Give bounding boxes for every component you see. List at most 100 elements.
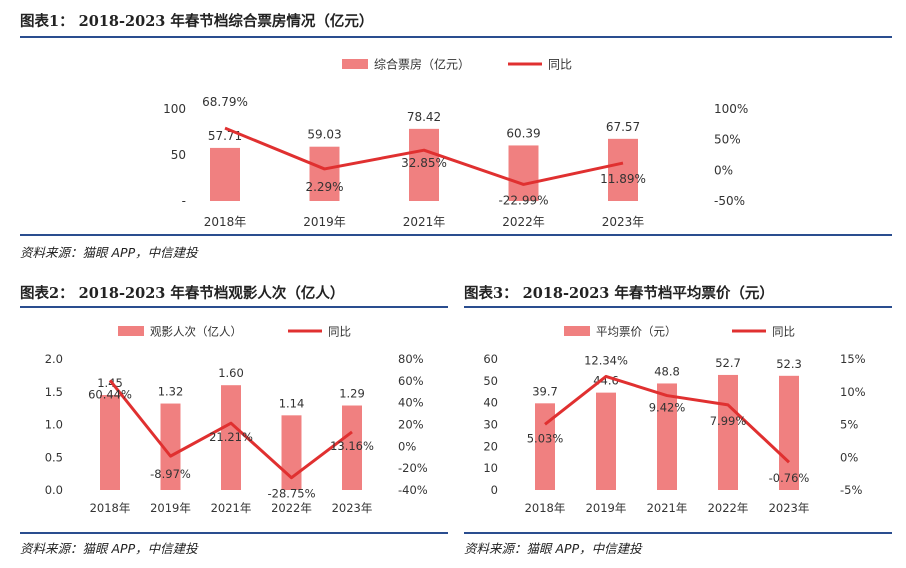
chart-2-bar: [342, 405, 362, 490]
chart-1-yoy-value-label: 68.79%: [202, 95, 248, 109]
chart-1-x-tick-label: 2021年: [403, 215, 446, 229]
chart-1-bar: [608, 138, 638, 201]
chart-3-yoy-line: [544, 374, 791, 464]
chart-3-bar: [657, 383, 677, 490]
chart-2-y2-tick-label: -20%: [398, 461, 428, 475]
chart-3-x-tick-label: 2023年: [769, 501, 810, 515]
chart-3-yoy-value-label: 5.03%: [527, 431, 564, 445]
chart-2-x-tick-label: 2023年: [332, 501, 373, 515]
chart-2-y2-tick-label: -40%: [398, 483, 428, 497]
chart-2-yoy-value-label: 21.21%: [209, 430, 253, 444]
chart-2-yoy-value-label: 60.44%: [88, 387, 132, 401]
chart-3-yoy-value-label: 12.34%: [584, 353, 628, 367]
chart-1-x-tick-label: 2022年: [502, 215, 545, 229]
chart-1-y2-tick-label: 100%: [714, 102, 748, 116]
chart-3-legend-line-label: 同比: [772, 325, 795, 339]
chart-1-legend-bar-label: 综合票房（亿元）: [374, 57, 470, 72]
chart-3-yoy-value-label: 9.42%: [649, 401, 686, 415]
chart-1-y2-tick-label: 50%: [714, 133, 741, 147]
chart-1-top-rule: [20, 36, 892, 38]
chart-3-bottom-rule: [464, 532, 892, 534]
chart-2-bottom-rule: [20, 532, 448, 534]
chart-1-bar-value-label: 78.42: [407, 110, 441, 124]
chart-1-figure: 综合票房（亿元） 同比 100 50 - 100% 50% 0% -50% 57.71 59.03 7…: [163, 57, 748, 230]
chart-3-y-tick-label: 50: [483, 374, 498, 388]
chart-1-bar-value-label: 67.57: [606, 120, 640, 134]
chart-2-x-tick-label: 2018年: [90, 501, 131, 515]
chart-panel-3: 图表3： 2018-2023 年春节档平均票价（元） 平均票价（元） 同比 60 50…: [464, 282, 892, 564]
chart-3-bar: [535, 403, 555, 490]
chart-3-y2-tick-label: -5%: [840, 483, 862, 497]
chart-2-y2-tick-label: 0%: [398, 439, 416, 453]
chart-2-bar-value-label: 1.29: [339, 387, 365, 401]
chart-2-source: 资料来源：猫眼 APP，中信建投: [20, 541, 198, 556]
chart-1-x-tick-label: 2019年: [303, 215, 346, 229]
chart-1-bar: [210, 147, 240, 201]
chart-3-bar-value-label: 52.7: [715, 356, 741, 370]
chart-1-x-tick-label: 2018年: [204, 215, 247, 229]
chart-1-y-tick-label: 100: [163, 102, 186, 116]
chart-1-yoy-value-label: 32.85%: [401, 156, 447, 170]
chart-2-yoy-value-label: 13.16%: [330, 439, 374, 453]
chart-2-y-tick-label: 1.0: [45, 418, 63, 432]
chart-3-y-tick-label: 10: [483, 461, 498, 475]
chart-2-x-tick-label: 2021年: [211, 501, 252, 515]
chart-1-y2-tick-label: -50%: [714, 194, 745, 208]
chart-2-x-tick-label: 2019年: [150, 501, 191, 515]
chart-3-y-tick-label: 0: [491, 483, 498, 497]
chart-2-top-rule: [20, 306, 448, 308]
chart-3-y-tick-label: 30: [483, 418, 498, 432]
chart-3-bar-value-label: 39.7: [532, 384, 558, 398]
chart-1-yoy-value-label: 11.89%: [600, 172, 646, 186]
chart-1-x-tick-label: 2023年: [602, 215, 645, 229]
chart-3-yoy-value-label: 7.99%: [710, 414, 747, 428]
chart-2-y-tick-label: 1.5: [45, 385, 63, 399]
chart-3-bar: [779, 375, 799, 490]
chart-1-legend-bar-swatch: [342, 59, 368, 69]
chart-2-bar-value-label: 1.14: [279, 396, 305, 410]
chart-2-x-tick-label: 2022年: [271, 501, 312, 515]
chart-1-yoy-value-label: -22.99%: [498, 193, 548, 207]
chart-2-y-tick-label: 2.0: [45, 352, 63, 366]
chart-3-y-tick-label: 20: [483, 439, 498, 453]
chart-1-source: 资料来源：猫眼 APP，中信建投: [20, 245, 198, 260]
chart-2-bar: [221, 385, 241, 490]
chart-3-bar: [596, 392, 616, 490]
chart-2-bar: [160, 403, 181, 490]
chart-2-yoy-value-label: -8.97%: [150, 467, 191, 481]
chart-3-title: 图表3： 2018-2023 年春节档平均票价（元）: [464, 285, 774, 302]
chart-1-title: 图表1： 2018-2023 年春节档综合票房情况（亿元）: [20, 13, 374, 30]
chart-3-bar: [718, 374, 738, 490]
chart-3-top-rule: [464, 306, 892, 308]
chart-2-bar-value-label: 1.32: [158, 385, 184, 399]
chart-1-legend-line-label: 同比: [548, 58, 572, 72]
chart-2-title: 图表2： 2018-2023 年春节档观影人次（亿人）: [20, 285, 345, 302]
chart-1-bottom-rule: [20, 234, 892, 236]
chart-2-bar-value-label: 1.60: [218, 366, 244, 380]
chart-3-y2-tick-label: 10%: [840, 385, 866, 399]
chart-3-figure: 平均票价（元） 同比 60 50 40 30 20 10 0 15% 10% 5% 0% -5% 39.7 4…: [483, 325, 866, 516]
chart-2-y2-tick-label: 60%: [398, 374, 424, 388]
chart-2-yoy-value-label: -28.75%: [268, 487, 316, 501]
chart-1-yoy-line: [224, 126, 624, 186]
chart-1-bar-value-label: 57.71: [208, 129, 242, 143]
chart-2-y2-tick-label: 80%: [398, 352, 424, 366]
chart-2-legend-line-label: 同比: [328, 325, 351, 339]
chart-1-y-tick-label: -: [182, 194, 186, 208]
chart-2-legend-bar-label: 观影人次（亿人）: [150, 325, 242, 339]
chart-2-y-tick-label: 0.5: [45, 450, 63, 464]
chart-3-y2-tick-label: 5%: [840, 418, 858, 432]
chart-3-yoy-value-label: -0.76%: [769, 471, 810, 485]
chart-2-yoy-line: [108, 379, 353, 480]
chart-3-x-tick-label: 2018年: [525, 501, 566, 515]
chart-2-y2-tick-label: 20%: [398, 418, 424, 432]
chart-2-figure: 观影人次（亿人） 同比 2.0 1.5 1.0 0.5 0.0 80% 60% 40% 20% 0% -…: [45, 325, 428, 516]
chart-3-y2-tick-label: 15%: [840, 352, 866, 366]
chart-2-y2-tick-label: 40%: [398, 396, 424, 410]
chart-3-y2-tick-label: 0%: [840, 450, 858, 464]
chart-1-bar-value-label: 60.39: [506, 126, 540, 140]
chart-3-y-tick-label: 40: [483, 396, 498, 410]
chart-3-bar-value-label: 48.8: [654, 364, 680, 378]
chart-3-x-tick-label: 2022年: [708, 501, 749, 515]
chart-2-y-tick-label: 0.0: [45, 483, 63, 497]
